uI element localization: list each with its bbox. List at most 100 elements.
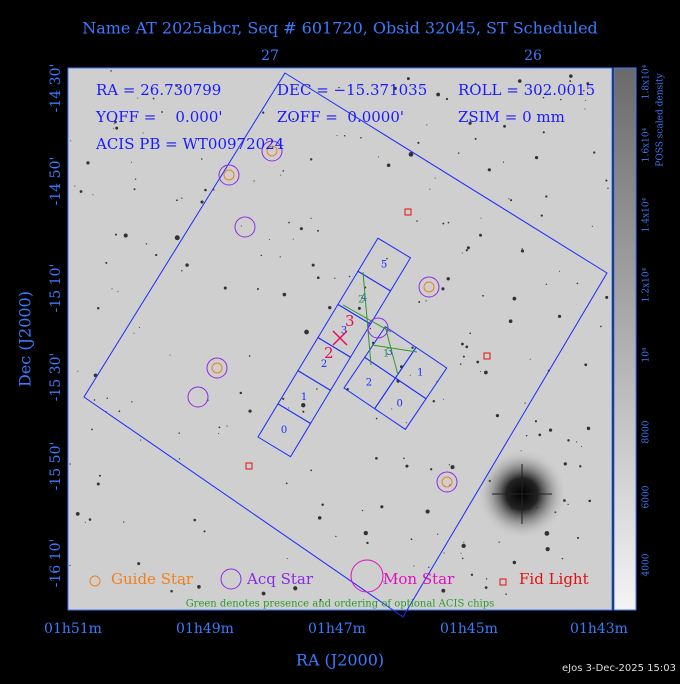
top-tick-label: 26 xyxy=(524,48,542,64)
star xyxy=(310,217,312,219)
star xyxy=(88,518,92,521)
star xyxy=(437,533,439,535)
chip-label: 0 xyxy=(396,398,402,409)
optional-chips xyxy=(342,271,418,376)
star xyxy=(465,249,468,252)
star xyxy=(131,401,133,403)
star xyxy=(311,263,315,267)
star xyxy=(461,543,466,549)
star xyxy=(91,428,93,431)
footer: eJos 3-Dec-2025 15:03 xyxy=(562,663,676,674)
star xyxy=(203,530,206,533)
star xyxy=(111,288,113,290)
star xyxy=(310,469,313,472)
star xyxy=(605,179,608,182)
bottom-tick-label: 01h45m xyxy=(440,621,498,637)
star xyxy=(134,178,137,180)
star xyxy=(540,214,543,217)
star xyxy=(525,434,528,437)
s-chip xyxy=(357,237,412,292)
star xyxy=(443,398,445,400)
star xyxy=(256,287,259,290)
star xyxy=(123,521,125,523)
star xyxy=(170,589,173,593)
left-tick-label: -14 30' xyxy=(48,64,64,113)
star xyxy=(576,536,580,539)
star xyxy=(445,97,449,101)
star xyxy=(248,409,252,413)
star xyxy=(181,197,183,199)
legend: Guide Star Acq Star Mon Star Fid Light xyxy=(89,559,589,593)
star xyxy=(569,80,572,83)
star xyxy=(428,566,430,568)
star xyxy=(534,156,539,160)
star xyxy=(548,428,553,432)
star xyxy=(204,188,207,192)
x-label: RA (J2000) xyxy=(296,651,384,670)
star xyxy=(176,199,178,202)
info-zsim: ZSIM = 0 mm xyxy=(458,108,565,126)
acq-star xyxy=(206,357,228,379)
star xyxy=(403,457,405,460)
star xyxy=(396,578,398,580)
left-tick-label: -15 30' xyxy=(48,353,64,402)
star xyxy=(576,282,579,285)
star xyxy=(142,132,144,134)
star xyxy=(110,70,112,72)
star xyxy=(77,370,79,372)
star xyxy=(334,277,336,279)
star xyxy=(357,306,361,310)
guide-star xyxy=(441,476,453,488)
star xyxy=(140,439,142,441)
star xyxy=(280,174,282,176)
legend-mon: Mon Star xyxy=(383,570,455,588)
star xyxy=(86,161,90,165)
star xyxy=(70,140,72,142)
star xyxy=(117,291,119,293)
star xyxy=(183,584,185,586)
star xyxy=(301,402,306,408)
star xyxy=(534,420,538,423)
top-tick-label: 27 xyxy=(261,48,279,64)
star xyxy=(178,432,180,434)
star xyxy=(482,294,484,297)
fid-light xyxy=(483,352,491,360)
star xyxy=(484,586,488,589)
star xyxy=(581,445,583,448)
star xyxy=(579,465,582,468)
star xyxy=(135,117,137,119)
star xyxy=(409,374,411,376)
star xyxy=(405,464,409,468)
left-tick-label: -16 10' xyxy=(48,539,64,588)
star xyxy=(123,233,128,238)
star xyxy=(408,152,414,157)
star xyxy=(348,275,351,278)
star xyxy=(429,188,431,190)
info-yoff: YOFF = 0.000' xyxy=(95,108,223,126)
bright-star-spikes xyxy=(492,464,552,524)
star xyxy=(131,161,133,163)
field-outline xyxy=(83,72,608,618)
star xyxy=(569,74,573,78)
star xyxy=(261,591,266,596)
acq-star xyxy=(234,216,256,238)
note: Green denotes presence and ordering of o… xyxy=(186,599,495,610)
star xyxy=(105,261,108,264)
star xyxy=(560,98,562,101)
star xyxy=(600,325,602,328)
star xyxy=(588,499,591,503)
star xyxy=(363,530,368,536)
star xyxy=(269,239,271,241)
star xyxy=(293,586,298,591)
star xyxy=(474,83,477,85)
star xyxy=(406,77,410,81)
left-tick-label: -15 10' xyxy=(48,264,64,313)
star xyxy=(310,158,313,161)
star xyxy=(178,458,181,460)
star xyxy=(498,541,500,543)
acis-i: 2 3 0 1 xyxy=(343,325,448,431)
star xyxy=(248,355,251,357)
star xyxy=(383,581,385,583)
star xyxy=(542,131,545,134)
star xyxy=(462,355,465,358)
